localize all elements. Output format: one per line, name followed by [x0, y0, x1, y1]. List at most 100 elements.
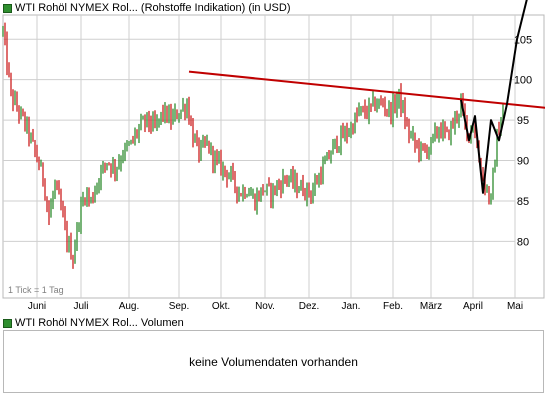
price-bar	[414, 132, 416, 153]
x-tick-label: Feb.	[383, 301, 403, 312]
price-bar	[252, 188, 254, 199]
price-bar	[446, 126, 448, 133]
price-bar	[330, 150, 332, 164]
price-bar	[462, 92, 464, 116]
price-bar	[288, 175, 290, 187]
volume-legend: WTI Rohöl NYMEX Rol... Volumen	[3, 316, 184, 330]
price-bar	[184, 103, 186, 121]
price-bar	[336, 135, 338, 154]
price-bar	[366, 105, 368, 120]
y-tick-label: 100	[514, 75, 532, 87]
price-bar	[360, 106, 362, 116]
price-bar	[60, 188, 62, 211]
price-bar	[212, 145, 214, 174]
price-bar	[390, 101, 392, 125]
price-bar	[316, 175, 318, 185]
price-bar	[162, 104, 164, 122]
price-bar	[302, 174, 304, 197]
price-bar	[418, 138, 420, 163]
y-tick-label: 80	[517, 236, 529, 248]
price-bar	[50, 198, 52, 218]
price-bar	[128, 141, 130, 146]
price-bar	[484, 174, 486, 196]
price-bar	[368, 97, 370, 125]
price-bar	[284, 175, 286, 184]
price-bars	[2, 22, 504, 269]
x-tick-label: Nov.	[255, 301, 275, 312]
price-bar	[486, 184, 488, 193]
price-bar	[142, 115, 144, 120]
price-bar	[208, 140, 210, 154]
price-bar	[282, 168, 284, 194]
price-bar	[286, 174, 288, 187]
price-bar	[432, 133, 434, 144]
price-bar	[340, 125, 342, 156]
price-bar	[296, 172, 298, 199]
price-bar	[430, 137, 432, 155]
y-tick-label: 105	[514, 34, 532, 46]
price-bar	[54, 179, 56, 200]
price-bar	[200, 139, 202, 161]
price-bar	[344, 125, 346, 142]
price-bar	[294, 169, 296, 193]
price-bar	[256, 187, 258, 215]
price-bar	[280, 180, 282, 199]
volume-panel: keine Volumendaten vorhanden	[3, 330, 544, 393]
price-bar	[498, 121, 500, 136]
price-bar	[474, 116, 476, 139]
price-bar	[38, 156, 40, 171]
price-bar	[384, 96, 386, 117]
price-bar	[148, 110, 150, 133]
price-bar	[460, 93, 462, 118]
price-chart: 80 85 90 95 100 105 Juni Juli Aug. Sep. Okt. Nov. De…	[2, 0, 545, 312]
price-bar	[416, 139, 418, 149]
price-bar	[76, 222, 78, 251]
price-bar	[46, 196, 48, 213]
price-bar	[318, 172, 320, 188]
price-legend: WTI Rohöl NYMEX Rol... (Rohstoffe Indika…	[3, 1, 291, 15]
price-bar	[2, 25, 4, 37]
price-bar	[166, 105, 168, 123]
y-tick-label: 90	[517, 156, 529, 168]
price-bar	[378, 98, 380, 109]
price-bar	[240, 192, 242, 197]
price-bar	[320, 166, 322, 185]
price-bar	[156, 114, 158, 132]
price-bar	[396, 91, 398, 118]
price-bar	[306, 182, 308, 207]
volume-legend-label: WTI Rohöl NYMEX Rol... Volumen	[15, 317, 184, 329]
price-bar	[86, 187, 88, 207]
price-bar	[132, 135, 134, 144]
price-bar	[312, 182, 314, 204]
price-bar	[168, 104, 170, 124]
price-bar	[438, 126, 440, 143]
price-bar	[206, 134, 208, 146]
price-bar	[374, 96, 376, 112]
x-tick-label: März	[420, 301, 442, 312]
price-bar	[452, 117, 454, 129]
price-bar	[108, 162, 110, 166]
price-bar	[482, 167, 484, 182]
price-bar	[448, 129, 450, 141]
price-bar	[214, 150, 216, 174]
price-bar	[124, 142, 126, 162]
x-tick-label: April	[463, 301, 483, 312]
price-bar	[106, 162, 108, 171]
price-bar	[234, 171, 236, 194]
projection-line	[460, 0, 528, 194]
price-bar	[70, 232, 72, 260]
price-bar	[402, 100, 404, 114]
price-bar	[28, 116, 30, 147]
price-bar	[454, 111, 456, 135]
price-bar	[140, 113, 142, 131]
price-bar	[62, 200, 64, 218]
price-bar	[346, 122, 348, 144]
price-bar	[182, 97, 184, 112]
price-bar	[110, 163, 112, 178]
price-bar	[18, 105, 20, 124]
price-bar	[386, 108, 388, 117]
price-bar	[246, 193, 248, 198]
price-bar	[144, 114, 146, 133]
price-bar	[364, 99, 366, 119]
price-bar	[436, 126, 438, 139]
